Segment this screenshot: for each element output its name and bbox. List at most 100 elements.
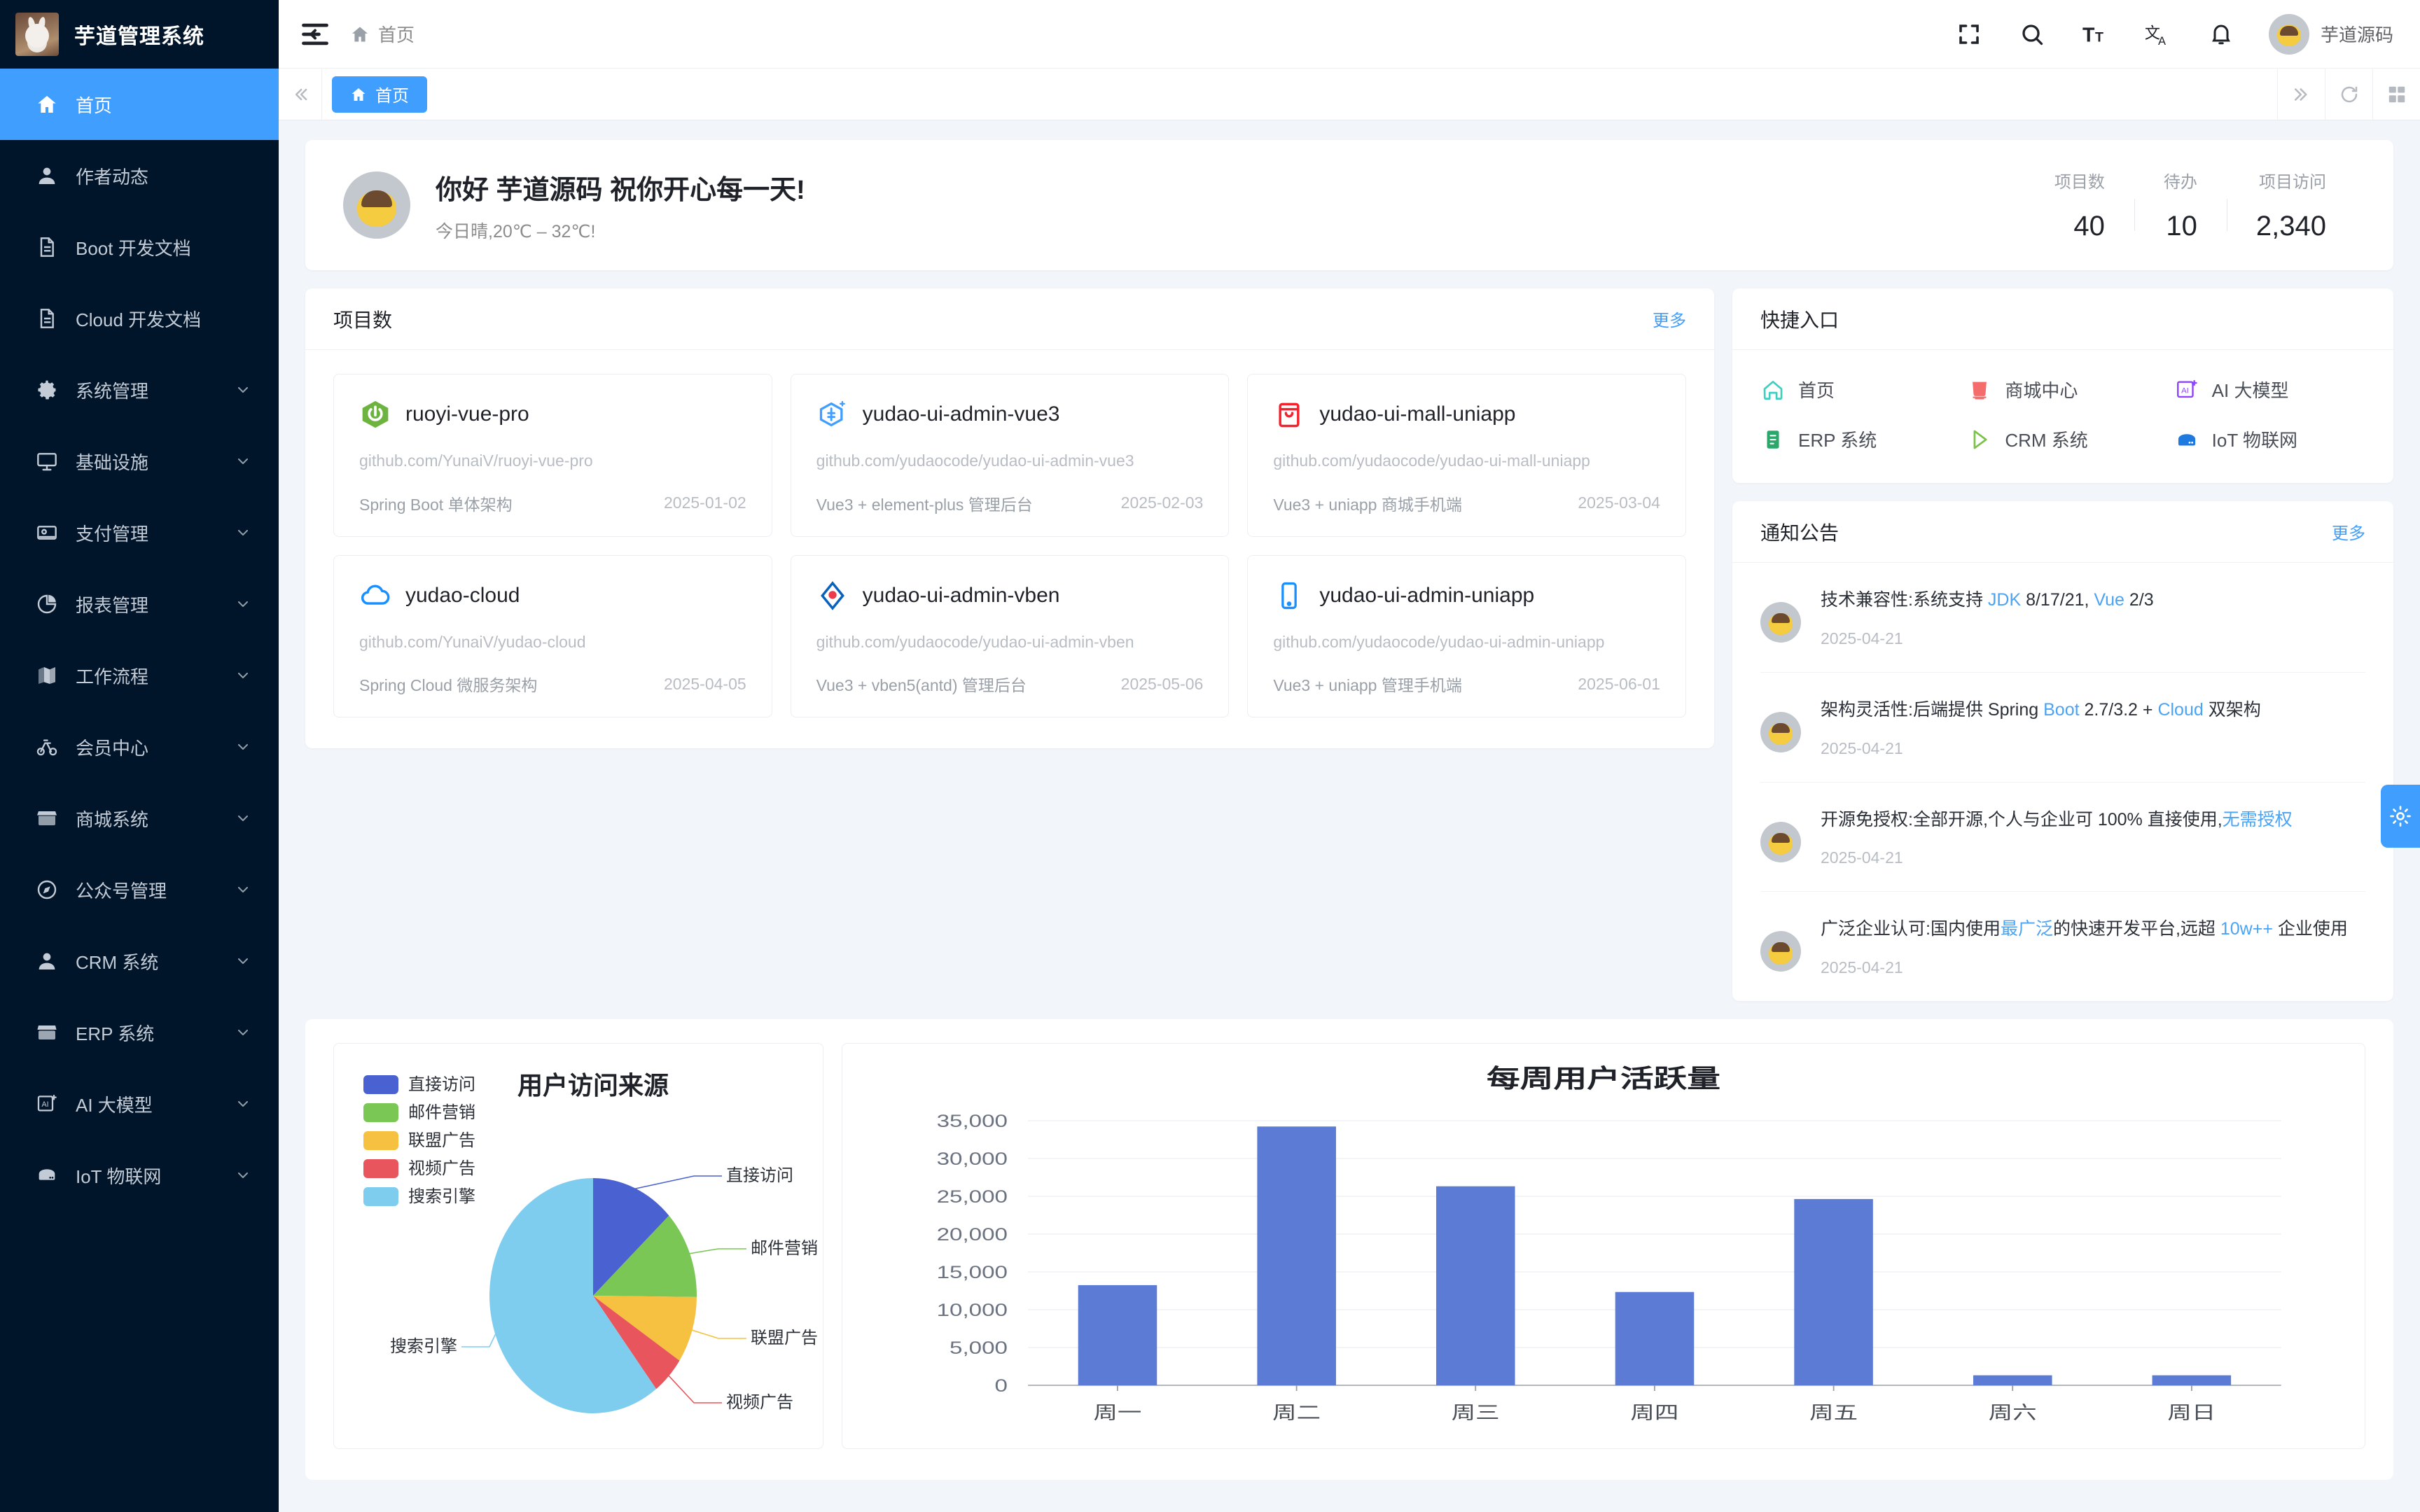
- legend-label: 搜索引擎: [408, 1186, 475, 1206]
- notice-date: 2025-04-21: [1821, 738, 1903, 757]
- double-chevron-right-icon[interactable]: [2277, 69, 2325, 120]
- welcome-banner: 你好 芋道源码 祝你开心每一天! 今日晴,20℃ – 32℃! 项目数 40 待办 1…: [305, 140, 2393, 270]
- person-icon: [35, 949, 59, 973]
- quick-entry-item[interactable]: AI AI 大模型: [2174, 377, 2365, 402]
- project-card[interactable]: yudao-ui-admin-vben github.com/yudaocode…: [790, 554, 1230, 718]
- notices-title: 通知公告: [1760, 522, 1840, 544]
- stat-label: 项目访问: [2259, 173, 2326, 192]
- project-desc: Spring Cloud 微服务架构: [359, 676, 538, 694]
- project-date: 2025-06-01: [1578, 674, 1660, 693]
- sidebar-item-label: 首页: [76, 94, 113, 116]
- notice-title: 广泛企业认可:国内使用最广泛的快速开发平台,远超 10w++ 企业使用: [1821, 919, 2348, 939]
- bell-icon[interactable]: [2206, 19, 2237, 50]
- notice-avatar: [1760, 602, 1801, 643]
- sidebar-item-2[interactable]: 作者动态: [0, 140, 279, 211]
- sidebar-item-label: 会员中心: [76, 737, 149, 759]
- sidebar-item-3[interactable]: Boot 开发文档: [0, 211, 279, 283]
- quick-entry-item[interactable]: CRM 系统: [1967, 426, 2158, 452]
- project-card[interactable]: ruoyi-vue-pro github.com/YunaiV/ruoyi-vu…: [333, 374, 772, 537]
- sidebar-item-7[interactable]: 支付管理: [0, 497, 279, 568]
- project-url: github.com/yudaocode/yudao-ui-mall-uniap…: [1273, 451, 1590, 470]
- project-card[interactable]: yudao-cloud github.com/YunaiV/yudao-clou…: [333, 554, 772, 718]
- chevron-down-icon: [234, 666, 252, 685]
- sidebar-item-5[interactable]: 系统管理: [0, 354, 279, 426]
- tab-label: 首页: [375, 87, 409, 106]
- project-name: yudao-cloud: [405, 583, 520, 607]
- stat-value: 2,340: [2255, 211, 2326, 241]
- notice-item[interactable]: 开源免授权:全部开源,个人与企业可 100% 直接使用,无需授权 2025-04…: [1760, 783, 2365, 892]
- translate-icon[interactable]: 文 A: [2143, 19, 2174, 50]
- fullscreen-icon[interactable]: [1954, 19, 1984, 50]
- banner-stats: 项目数 40 待办 10 项目访问 2,340: [2025, 168, 2356, 242]
- legend-label: 直接访问: [408, 1074, 475, 1094]
- quick-entry-item[interactable]: 首页: [1760, 377, 1952, 402]
- project-desc: Vue3 + uniapp 管理手机端: [1273, 676, 1462, 694]
- notice-item[interactable]: 广泛企业认可:国内使用最广泛的快速开发平台,远超 10w++ 企业使用 2025…: [1760, 892, 2365, 1001]
- erp-icon: [1760, 427, 1786, 452]
- sidebar-item-12[interactable]: 公众号管理: [0, 854, 279, 925]
- notice-item[interactable]: 技术兼容性:系统支持 JDK 8/17/21, Vue 2/3 2025-04-…: [1760, 563, 2365, 673]
- refresh-icon[interactable]: [2325, 69, 2372, 120]
- project-url: github.com/yudaocode/yudao-ui-admin-vue3: [816, 451, 1134, 470]
- sidebar-item-8[interactable]: 报表管理: [0, 568, 279, 640]
- store-icon: [35, 1021, 59, 1044]
- quick-entry-item[interactable]: IoT 物联网: [2174, 426, 2365, 452]
- hamburger-icon[interactable]: [300, 19, 331, 50]
- sidebar-item-14[interactable]: ERP 系统: [0, 997, 279, 1068]
- pie-slice: [593, 1296, 697, 1361]
- pie-slice: [489, 1178, 657, 1413]
- chevron-down-icon: [234, 595, 252, 613]
- quick-entry-item[interactable]: 商城中心: [1967, 377, 2158, 402]
- search-icon[interactable]: [2017, 19, 2047, 50]
- settings-fab-button[interactable]: [2381, 785, 2420, 848]
- crm-icon: [1967, 427, 1992, 452]
- sidebar-item-13[interactable]: CRM 系统: [0, 925, 279, 997]
- quick-entry-item[interactable]: ERP 系统: [1760, 426, 1952, 452]
- sidebar-item-6[interactable]: 基础设施: [0, 426, 279, 497]
- sidebar-item-4[interactable]: Cloud 开发文档: [0, 283, 279, 354]
- y-tick-label: 20,000: [937, 1225, 1008, 1245]
- notices-header: 通知公告 更多: [1732, 501, 2393, 563]
- project-date: 2025-04-05: [664, 674, 746, 693]
- double-chevron-left-icon[interactable]: [279, 69, 322, 120]
- main-area: 首页 T T: [279, 0, 2420, 1512]
- quick-entry-label: AI 大模型: [2211, 380, 2289, 401]
- sidebar-item-15[interactable]: AI AI 大模型: [0, 1068, 279, 1140]
- breadcrumb[interactable]: 首页: [350, 21, 415, 47]
- vben-icon: [816, 580, 849, 612]
- notice-item[interactable]: 架构灵活性:后端提供 Spring Boot 2.7/3.2 + Cloud 双…: [1760, 673, 2365, 783]
- project-head: ruoyi-vue-pro: [359, 398, 746, 430]
- project-card[interactable]: yudao-ui-admin-vue3 github.com/yudaocode…: [790, 374, 1230, 537]
- chevron-down-icon: [234, 738, 252, 756]
- project-card[interactable]: yudao-ui-admin-uniapp github.com/yudaoco…: [1247, 554, 1686, 718]
- project-head: yudao-ui-admin-vue3: [816, 398, 1204, 430]
- sidebar-logo[interactable]: 芋道管理系统: [0, 0, 279, 69]
- notices-more-link[interactable]: 更多: [2332, 524, 2365, 543]
- project-head: yudao-ui-mall-uniapp: [1273, 398, 1660, 430]
- notice-body: 技术兼容性:系统支持 JDK 8/17/21, Vue 2/3 2025-04-…: [1821, 587, 2365, 648]
- pie-slice: [593, 1215, 697, 1297]
- project-name: ruoyi-vue-pro: [405, 402, 529, 426]
- sidebar-item-label: 公众号管理: [76, 880, 167, 902]
- pikachu-avatar: [343, 172, 410, 239]
- svg-text:文: 文: [2146, 24, 2160, 43]
- projects-more-link[interactable]: 更多: [1653, 312, 1686, 330]
- right-column: 快捷入口 首页 商城中心 AI AI 大模型 ERP 系统 CRM 系统 IoT 物联网 通…: [1732, 288, 2393, 1001]
- sidebar-item-10[interactable]: 会员中心: [0, 711, 279, 783]
- chevron-down-icon: [234, 1023, 252, 1042]
- sidebar-item-11[interactable]: 商城系统: [0, 783, 279, 854]
- sidebar-item-1[interactable]: 首页: [0, 69, 279, 140]
- svg-text:T: T: [2095, 29, 2103, 45]
- font-size-icon[interactable]: T T: [2080, 19, 2110, 50]
- project-url: github.com/YunaiV/ruoyi-vue-pro: [359, 451, 593, 470]
- tab-1[interactable]: 首页: [332, 76, 427, 113]
- grid-icon[interactable]: [2372, 69, 2420, 120]
- sidebar-item-9[interactable]: 工作流程: [0, 640, 279, 711]
- project-card[interactable]: yudao-ui-mall-uniapp github.com/yudaocod…: [1247, 374, 1686, 537]
- user-menu[interactable]: 芋道源码: [2268, 13, 2393, 55]
- tab-list: 首页: [322, 69, 2277, 120]
- sidebar-item-16[interactable]: IoT 物联网: [0, 1140, 279, 1211]
- chevron-down-icon: [234, 524, 252, 542]
- y-tick-label: 25,000: [937, 1187, 1008, 1207]
- notice-list: 技术兼容性:系统支持 JDK 8/17/21, Vue 2/3 2025-04-…: [1732, 563, 2393, 1001]
